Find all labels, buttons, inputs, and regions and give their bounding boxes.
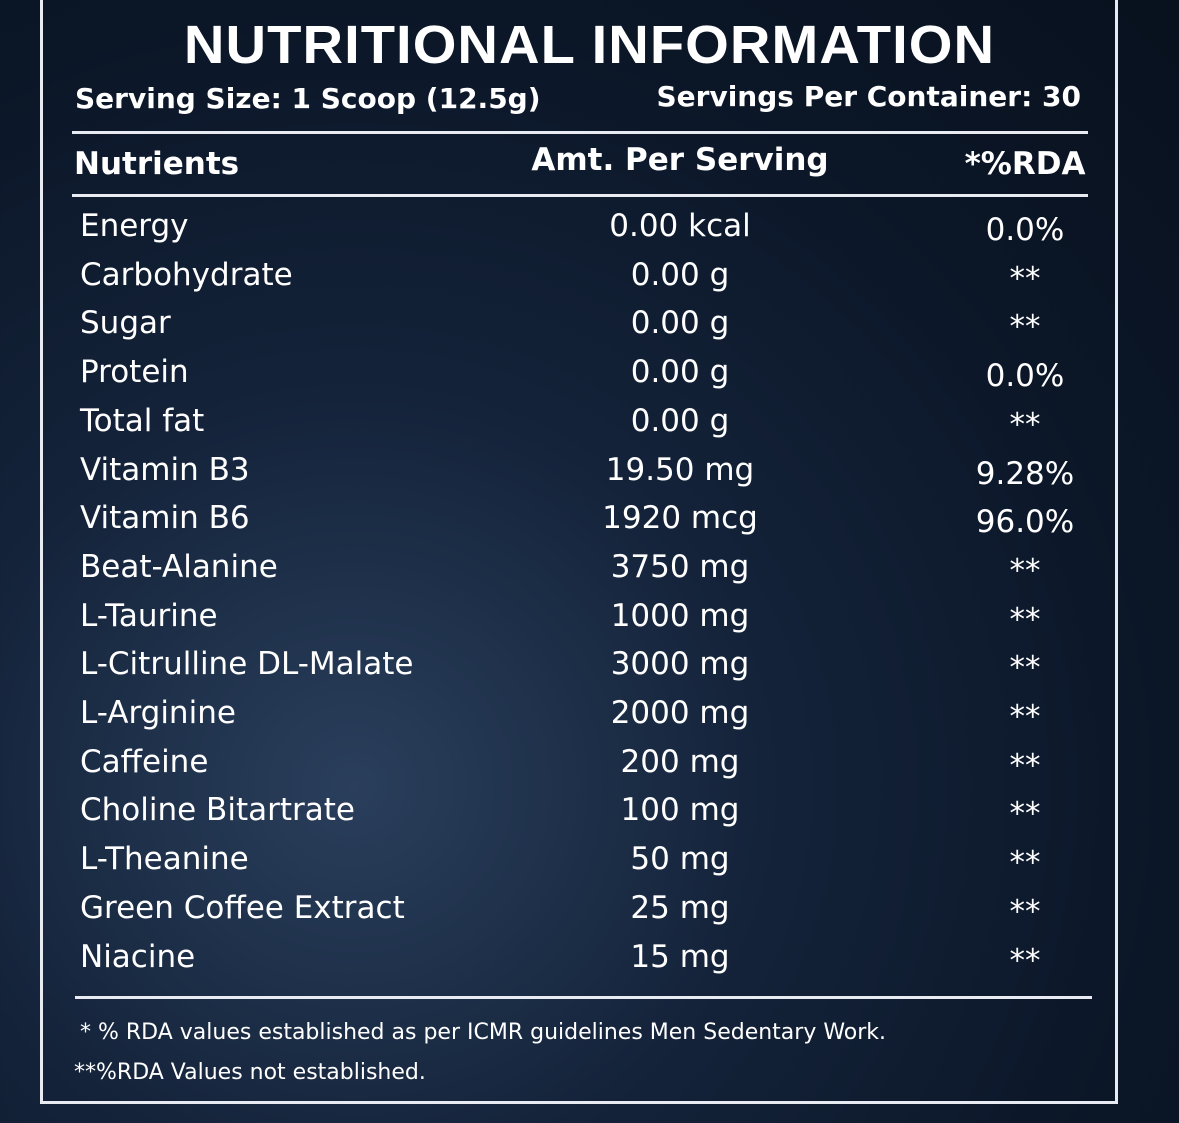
rda: ** (1009, 845, 1041, 882)
nutrient-name: Protein (80, 354, 189, 391)
nutrient-name: L-Taurine (80, 597, 218, 634)
nutrient-name: Caffeine (80, 743, 209, 780)
amount: 0.00 g (630, 402, 730, 439)
nutrient-name: L-Arginine (80, 695, 236, 731)
nutrient-name: Sugar (80, 305, 171, 342)
amount: 15 mg (630, 938, 730, 975)
rda: ** (1009, 406, 1041, 443)
rda: ** (1009, 699, 1041, 735)
amount: 19.50 mg (605, 451, 755, 488)
nutrient-name: L-Citrulline DL-Malate (80, 646, 414, 683)
serving-size: Serving Size: 1 Scoop (12.5g) (75, 82, 541, 115)
column-header: Nutrients (74, 146, 240, 182)
amount: 3750 mg (610, 548, 750, 585)
rda: 96.0% (975, 504, 1075, 541)
rda: ** (1009, 650, 1041, 687)
nutrient-name: Total fat (80, 402, 205, 439)
divider (72, 131, 1088, 134)
amount: 0.00 g (630, 305, 730, 342)
rda: 0.0% (985, 212, 1065, 248)
column-header: Amt. Per Serving (531, 142, 829, 178)
nutrient-name: Beat-Alanine (80, 548, 278, 585)
footnote: **%RDA Values not established. (74, 1060, 426, 1085)
column-header: *%RDA (964, 146, 1086, 182)
amount: 0.00 g (630, 354, 730, 391)
amount: 3000 mg (610, 646, 750, 683)
rda: 9.28% (975, 455, 1075, 492)
rda: ** (1009, 747, 1041, 784)
rda: ** (1009, 260, 1041, 297)
nutrient-name: Choline Bitartrate (80, 792, 355, 829)
label-border (40, 0, 1118, 1104)
divider (75, 996, 1092, 999)
nutrient-name: Vitamin B3 (80, 451, 250, 488)
nutrient-name: Carbohydrate (80, 256, 293, 293)
nutrient-name: Niacine (80, 938, 196, 975)
title: NUTRITIONAL INFORMATION (183, 15, 996, 75)
rda: ** (1009, 309, 1041, 346)
amount: 1000 mg (610, 597, 750, 634)
nutrient-name: Vitamin B6 (80, 500, 250, 537)
nutrient-name: Green Coffee Extract (80, 889, 405, 926)
amount: 50 mg (630, 841, 730, 878)
rda: ** (1009, 796, 1041, 833)
amount: 200 mg (620, 743, 740, 780)
amount: 2000 mg (610, 695, 750, 731)
rda: ** (1009, 893, 1041, 930)
amount: 100 mg (620, 792, 740, 829)
divider (72, 194, 1088, 197)
amount: 0.00 kcal (609, 208, 751, 244)
amount: 0.00 g (630, 256, 730, 293)
amount: 1920 mcg (602, 500, 758, 537)
nutrient-name: Energy (80, 208, 189, 244)
nutrient-name: L-Theanine (80, 841, 249, 878)
footnote: * % RDA values established as per ICMR g… (80, 1020, 887, 1045)
rda: 0.0% (985, 358, 1065, 395)
servings-per-container: Servings Per Container: 30 (656, 80, 1081, 113)
rda: ** (1009, 601, 1041, 638)
rda: ** (1009, 552, 1041, 589)
rda: ** (1009, 942, 1041, 979)
amount: 25 mg (630, 889, 730, 926)
